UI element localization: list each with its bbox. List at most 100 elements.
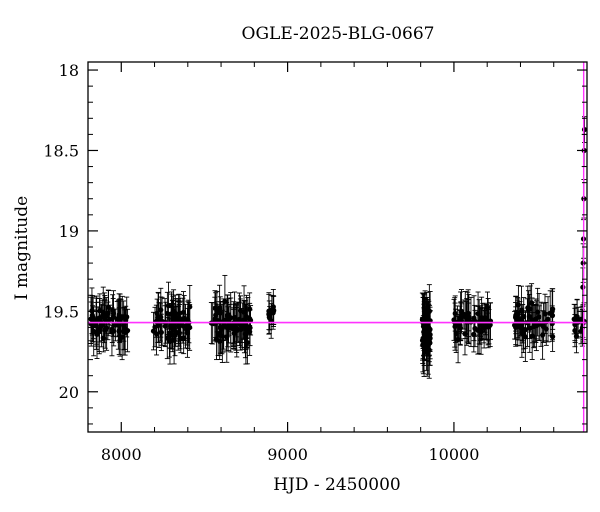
point-marker: [167, 338, 173, 345]
data-point: [110, 290, 117, 337]
point-marker: [162, 323, 168, 329]
point-marker: [217, 330, 223, 337]
data-point: [230, 303, 236, 347]
point-marker: [106, 316, 113, 323]
chart-title: OGLE-2025-BLG-0667: [242, 24, 435, 44]
point-marker: [457, 322, 463, 328]
data-point: [574, 298, 580, 339]
axis-ticks-layer: 8000 9000 10000 18 18.5 19 19.5 20: [43, 61, 588, 464]
data-point: [219, 303, 225, 355]
x-axis-label: HJD - 2450000: [273, 475, 401, 495]
point-marker: [110, 310, 117, 317]
point-marker: [581, 126, 588, 133]
data-point: [482, 304, 489, 336]
point-marker: [479, 315, 485, 321]
point-marker: [247, 317, 254, 323]
data-point: [187, 285, 193, 329]
data-point: [116, 307, 122, 355]
point-marker: [515, 302, 522, 308]
data-point: [162, 305, 168, 348]
point-marker: [513, 324, 519, 331]
data-point: [549, 288, 555, 335]
x-tick-label: 8000: [101, 445, 142, 464]
point-marker: [517, 324, 523, 330]
point-marker: [572, 327, 578, 334]
point-marker: [102, 316, 108, 322]
point-marker: [180, 309, 187, 315]
data-point: [484, 291, 491, 324]
point-marker: [219, 326, 225, 332]
y-tick-label: 18: [59, 61, 79, 80]
point-marker: [153, 331, 160, 337]
data-point: [243, 311, 249, 365]
data-point: [169, 291, 175, 338]
y-tick-label: 19: [59, 222, 79, 241]
data-point: [513, 309, 519, 346]
point-marker: [458, 313, 464, 319]
point-marker: [574, 316, 580, 322]
point-marker: [175, 319, 182, 325]
data-point: [239, 308, 245, 344]
point-marker: [97, 308, 103, 314]
data-point: [217, 310, 223, 357]
data-point: [457, 305, 463, 345]
data-point: [541, 310, 547, 343]
data-point: [225, 306, 231, 352]
point-marker: [529, 300, 535, 306]
point-marker: [116, 328, 122, 334]
point-marker: [549, 308, 555, 314]
point-marker: [169, 311, 175, 318]
point-marker: [122, 325, 128, 331]
data-point: [458, 291, 464, 342]
data-point: [122, 306, 128, 350]
point-marker: [484, 304, 491, 311]
point-marker: [525, 305, 531, 311]
point-marker: [580, 284, 586, 290]
data-point: [106, 304, 113, 335]
point-marker: [270, 308, 277, 314]
data-point: [420, 317, 426, 359]
baseline-layer: [88, 62, 587, 432]
point-marker: [476, 327, 482, 333]
point-marker: [181, 335, 187, 341]
data-point: [427, 310, 433, 366]
point-marker: [427, 335, 433, 341]
point-marker: [93, 317, 100, 323]
y-tick-label: 19.5: [43, 302, 79, 321]
point-marker: [420, 335, 426, 341]
point-marker: [244, 324, 250, 330]
point-marker: [184, 327, 190, 333]
point-marker: [266, 308, 272, 314]
point-marker: [104, 325, 110, 331]
point-marker: [230, 322, 236, 328]
data-point: [153, 312, 160, 356]
y-tick-label: 20: [59, 383, 79, 402]
point-marker: [225, 326, 231, 332]
data-point: [270, 295, 277, 327]
data-point: [104, 305, 110, 351]
data-point: [93, 295, 100, 345]
point-marker: [232, 314, 238, 321]
point-marker: [158, 329, 164, 335]
point-marker: [109, 326, 115, 332]
point-marker: [542, 311, 548, 317]
data-point: [100, 323, 106, 353]
data-point: [479, 296, 485, 340]
point-marker: [419, 316, 425, 323]
y-tick-label: 18.5: [43, 141, 79, 160]
point-marker: [112, 322, 118, 328]
data-point: [581, 116, 588, 143]
point-marker: [185, 317, 191, 323]
data-point: [517, 308, 523, 347]
point-marker: [452, 310, 458, 317]
point-marker: [541, 324, 547, 330]
point-marker: [164, 310, 170, 317]
data-point: [184, 313, 190, 346]
plot-frame: [87, 61, 588, 433]
x-tick-label: 10000: [428, 445, 479, 464]
x-tick-label: 9000: [267, 445, 308, 464]
point-marker: [187, 304, 193, 310]
point-marker: [100, 335, 106, 341]
data-points-layer: [88, 116, 588, 379]
